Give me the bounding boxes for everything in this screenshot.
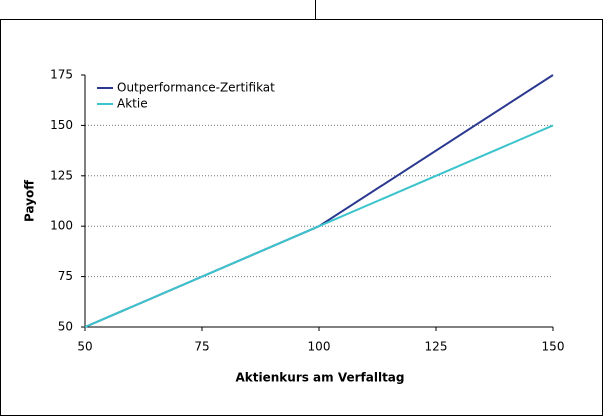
chart-frame bbox=[0, 19, 603, 416]
x-tick-label: 75 bbox=[194, 340, 209, 354]
series-line bbox=[84, 74, 554, 328]
x-tick-label: 50 bbox=[77, 340, 92, 354]
y-axis-title: Payoff bbox=[23, 180, 37, 222]
y-tick-label: 50 bbox=[58, 320, 73, 334]
x-axis-title: Aktienkurs am Verfalltag bbox=[236, 371, 405, 385]
legend-label: Outperformance-Zertifikat bbox=[117, 81, 275, 95]
x-tick-label: 150 bbox=[542, 340, 565, 354]
y-tick-label: 75 bbox=[58, 269, 73, 283]
legend-label: Aktie bbox=[117, 97, 148, 111]
y-tick-label: 150 bbox=[50, 118, 73, 132]
y-tick-label: 125 bbox=[50, 168, 73, 182]
x-tick-label: 125 bbox=[425, 340, 448, 354]
series-line bbox=[84, 124, 554, 328]
x-tick-label: 100 bbox=[308, 340, 331, 354]
y-tick-label: 175 bbox=[50, 68, 73, 82]
y-tick-label: 100 bbox=[50, 219, 73, 233]
